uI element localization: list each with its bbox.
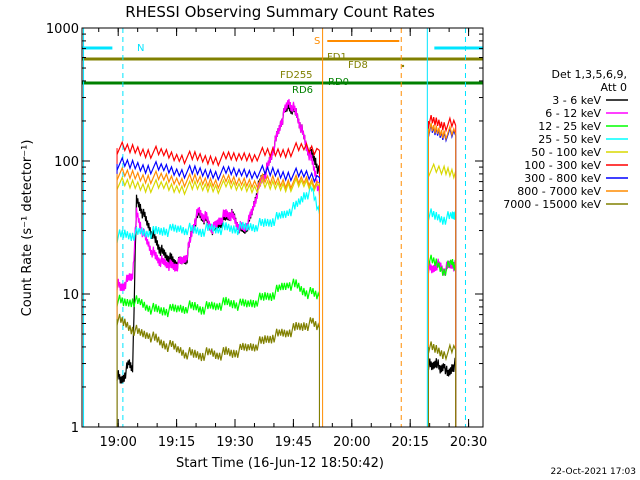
legend-label: 100 - 300 keV: [524, 159, 601, 172]
chart-title: RHESSI Observing Summary Count Rates: [125, 3, 435, 21]
series-lines: [116, 98, 457, 427]
series-line-100-300keV: [427, 114, 457, 133]
flag-label: S: [314, 36, 320, 47]
series-line-300-800keV: [116, 156, 320, 184]
series-line-3-6keV: [427, 357, 457, 377]
flag-label: RD6: [292, 85, 313, 96]
series-line-6-12keV: [116, 98, 321, 291]
series-line-7000-15000keV: [427, 341, 457, 362]
series-line-12-25keV: [427, 254, 457, 276]
x-tick-label: 19:15: [158, 435, 195, 450]
series-line-800-7000keV: [427, 122, 457, 142]
axes-frame: [81, 27, 484, 428]
legend-label: 50 - 100 keV: [531, 146, 601, 159]
legend-label: 12 - 25 keV: [538, 120, 601, 133]
series-line-25-50keV: [427, 208, 457, 225]
series-line-50-100keV: [427, 162, 457, 180]
series-line-7000-15000keV: [116, 313, 321, 362]
footer-timestamp: 22-Oct-2021 17:03: [551, 467, 636, 477]
flag-label: N: [137, 43, 144, 54]
flag-label: RD0: [328, 77, 349, 88]
flag-label: FD8: [348, 60, 368, 71]
legend-label: 3 - 6 keV: [552, 94, 601, 107]
y-axis-label: Count Rate (s⁻¹ detector⁻¹): [20, 140, 35, 317]
x-tick-label: 19:45: [275, 435, 312, 450]
series-line-6-12keV: [427, 258, 457, 276]
flag-label: FD1: [327, 52, 347, 63]
x-axis: 19:00 19:15 19:30 19:45 20:00 20:15 20:30: [98, 28, 487, 450]
flag-marker-dot: [401, 64, 405, 68]
legend-label: 300 - 800 keV: [524, 172, 601, 185]
legend-label: 25 - 50 keV: [538, 133, 601, 146]
legend-title: Det 1,3,5,6,9,: [551, 68, 627, 81]
x-tick-label: 20:15: [391, 435, 428, 450]
x-axis-label: Start Time (16-Jun-12 18:50:42): [176, 456, 384, 471]
flag-label: FD255: [280, 70, 313, 81]
series-line-25-50keV: [116, 184, 321, 244]
series-line-800-7000keV: [116, 166, 320, 190]
y-axis: 1 10 100 1000: [46, 22, 483, 436]
series-line-50-100keV: [116, 175, 320, 196]
y-tick-label: 100: [54, 155, 79, 170]
legend-label: 7000 - 15000 keV: [503, 198, 601, 211]
series-line-12-25keV: [116, 278, 321, 318]
x-tick-label: 19:00: [99, 435, 136, 450]
legend-label: 800 - 7000 keV: [517, 185, 601, 198]
y-tick-label: 1000: [46, 22, 79, 37]
x-tick-label: 20:00: [333, 435, 370, 450]
y-tick-label: 1: [71, 421, 79, 436]
legend-label: 6 - 12 keV: [545, 107, 601, 120]
legend-title: Att 0: [601, 81, 627, 94]
x-tick-label: 20:30: [450, 435, 487, 450]
x-tick-label: 19:30: [216, 435, 253, 450]
series-line-100-300keV: [116, 140, 320, 168]
y-tick-label: 10: [62, 288, 79, 303]
